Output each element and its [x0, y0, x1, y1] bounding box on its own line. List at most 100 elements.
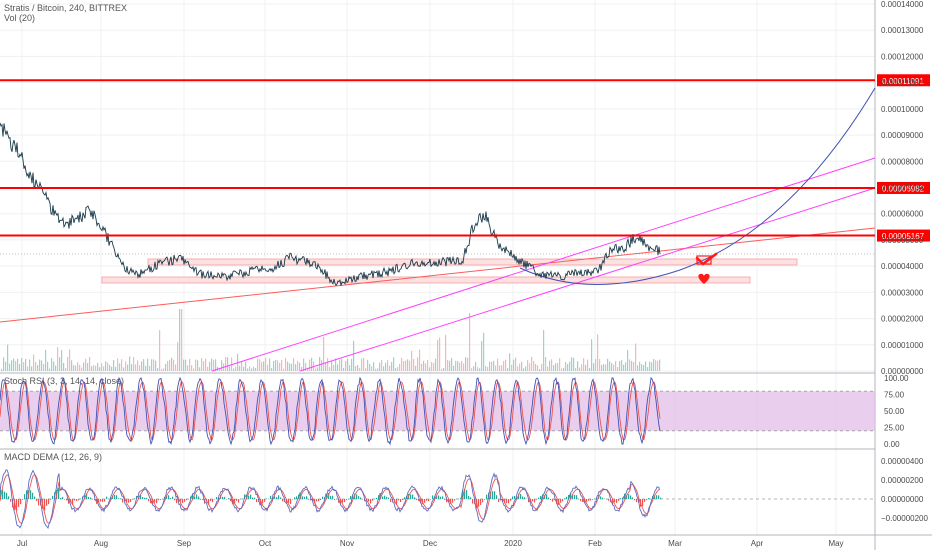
volume-bar	[99, 367, 101, 371]
macd-histogram-bar	[126, 499, 128, 503]
volume-bar	[355, 365, 357, 371]
macd-histogram-bar	[646, 499, 648, 501]
macd-histogram-bar	[432, 495, 434, 499]
volume-bar	[235, 366, 237, 371]
macd-histogram-bar	[510, 499, 512, 501]
stoch-rsi-pane	[0, 376, 875, 446]
macd-histogram-bar	[302, 496, 304, 499]
volume-bar	[463, 363, 465, 371]
macd-histogram-bar	[52, 496, 54, 499]
macd-histogram-bar	[174, 499, 176, 501]
volume-bar	[59, 357, 61, 371]
macd-histogram-bar	[454, 499, 456, 501]
volume-bar	[501, 365, 503, 371]
volume-bar	[353, 340, 355, 371]
macd-histogram-bar	[412, 494, 414, 499]
price-tick-label: 0.00009000	[881, 131, 924, 140]
volume-bar	[17, 358, 19, 371]
time-tick-label: Oct	[259, 539, 272, 548]
volume-bar	[457, 361, 459, 371]
volume-bar	[9, 363, 11, 371]
macd-histogram-bar	[180, 499, 182, 502]
volume-bar	[659, 359, 661, 371]
macd-histogram-bar	[106, 496, 108, 499]
volume-bar	[383, 366, 385, 371]
macd-histogram-bar	[76, 499, 78, 501]
volume-bar	[603, 364, 605, 371]
macd-histogram-bar	[618, 499, 620, 501]
macd-histogram-bar	[546, 494, 548, 499]
volume-bar	[171, 357, 173, 371]
horizontal-levels[interactable]: 0.00011091 0.00006982 0.00005167	[0, 74, 930, 242]
volume-bar	[523, 368, 525, 371]
macd-histogram-bar	[80, 498, 82, 500]
macd-histogram-bar	[132, 499, 134, 500]
macd-histogram-bar	[614, 499, 616, 503]
macd-histogram-bar	[296, 496, 298, 499]
macd-histogram-bar	[504, 499, 506, 504]
macd-histogram-bar	[236, 499, 238, 501]
volume-bar	[529, 363, 531, 371]
macd-histogram-bar	[550, 499, 552, 501]
macd-histogram-bar	[440, 496, 442, 499]
macd-histogram-bar	[602, 497, 604, 499]
macd-histogram-bar	[344, 499, 346, 503]
macd-histogram-bar	[32, 492, 34, 499]
volume-bar	[311, 357, 313, 371]
macd-histogram-bar	[326, 493, 328, 499]
volume-bar	[631, 360, 633, 371]
macd-histogram-bar	[456, 498, 458, 500]
volume-bar	[343, 368, 345, 371]
macd-histogram-bar	[622, 497, 624, 499]
time-tick-label: Mar	[668, 539, 682, 548]
volume-bar	[67, 357, 69, 371]
macd-histogram-bar	[262, 499, 264, 504]
macd-histogram-bar	[534, 499, 536, 503]
volume-bar	[395, 368, 397, 371]
volume-bar	[23, 362, 25, 371]
macd-histogram-bar	[388, 497, 390, 499]
volume-bar	[359, 367, 361, 371]
macd-histogram-bar	[658, 495, 660, 499]
time-tick-label: Apr	[751, 539, 764, 548]
macd-histogram-bar	[372, 499, 374, 501]
macd-histogram-bar	[128, 499, 130, 503]
volume-bar	[289, 363, 291, 371]
volume-bar	[451, 358, 453, 371]
volume-bar	[175, 364, 177, 371]
macd-histogram-bar	[332, 495, 334, 499]
macd-histogram-bar	[524, 497, 526, 499]
macd-histogram-bar	[572, 494, 574, 499]
volume-bar	[191, 365, 193, 371]
volume-bar	[115, 366, 117, 371]
volume-bar	[79, 364, 81, 371]
macd-histogram-bar	[588, 499, 590, 501]
volume-bar	[101, 363, 103, 371]
macd-histogram-bar	[356, 494, 358, 499]
macd-histogram-bar	[538, 497, 540, 499]
macd-histogram-bar	[16, 499, 18, 511]
macd-histogram-bar	[398, 499, 400, 501]
time-tick-label: May	[828, 539, 843, 548]
volume-bar	[295, 364, 297, 371]
volume-bar	[5, 361, 7, 371]
macd-histogram-bar	[202, 499, 204, 500]
time-tick-label: Nov	[340, 539, 354, 548]
macd-histogram-bar	[506, 499, 508, 504]
macd-histogram-bar	[438, 495, 440, 499]
macd-histogram-bar	[532, 499, 534, 502]
volume-bar	[425, 363, 427, 371]
volume-bar	[341, 358, 343, 371]
volume-bar	[565, 362, 567, 371]
macd-histogram-bar	[92, 499, 94, 500]
macd-histogram-bar	[328, 493, 330, 499]
volume-bar	[253, 366, 255, 371]
level-label-box	[877, 229, 930, 242]
volume-bar	[389, 365, 391, 371]
macd-histogram-bar	[484, 499, 486, 500]
macd-histogram-bar	[140, 494, 142, 499]
macd-histogram-bar	[84, 495, 86, 499]
volume-bar	[493, 360, 495, 371]
